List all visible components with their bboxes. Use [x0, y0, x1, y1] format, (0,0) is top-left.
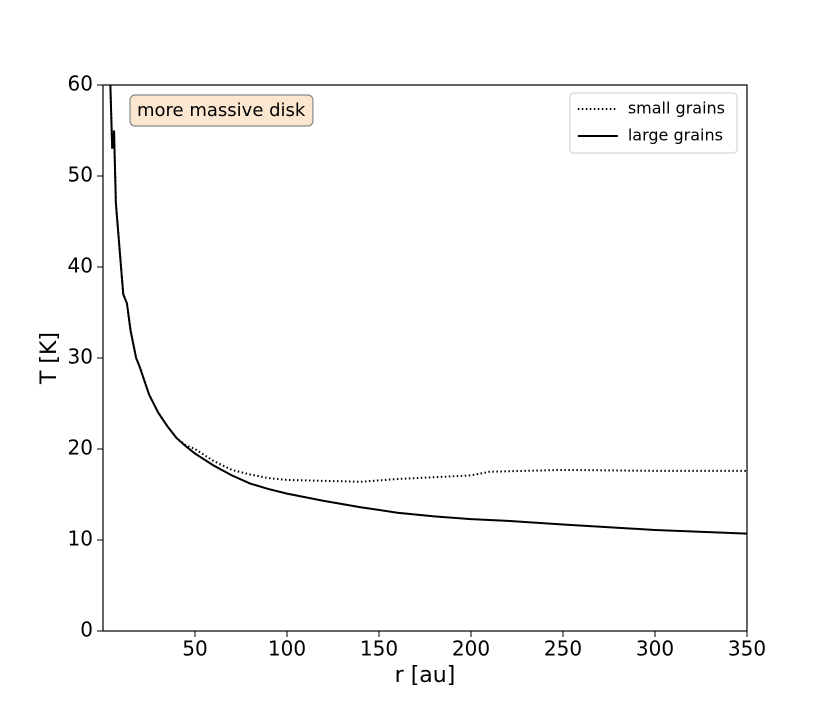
x-tick-label: 150: [360, 637, 398, 661]
x-tick-label: 50: [182, 637, 207, 661]
x-axis-label: r [au]: [395, 663, 456, 688]
x-tick-label: 300: [636, 637, 674, 661]
plot-frame: [102, 84, 748, 632]
x-tick-label: 200: [452, 637, 490, 661]
y-tick-label: 30: [68, 345, 93, 369]
x-tick-label: 100: [268, 637, 306, 661]
x-tick-label: 250: [544, 637, 582, 661]
data-line: [109, 85, 747, 535]
y-tick-label: 10: [68, 527, 93, 551]
y-tick-label: 20: [68, 436, 93, 460]
y-tick-label: 60: [68, 72, 93, 96]
y-tick-label: 40: [68, 254, 93, 278]
y-tick-label: 0: [80, 618, 93, 642]
legend: small grains large grains: [569, 92, 738, 154]
y-tick-label: 50: [68, 163, 93, 187]
annotation-box: [129, 94, 314, 127]
legend-label: large grains: [628, 126, 723, 145]
annotation: more massive disk: [129, 94, 314, 127]
legend-box: [569, 92, 738, 154]
y-axis-label: T [K]: [37, 332, 62, 385]
x-tick-label: 350: [728, 637, 766, 661]
annotation-text: more massive disk: [137, 100, 306, 121]
legend-label: small grains: [628, 99, 725, 118]
